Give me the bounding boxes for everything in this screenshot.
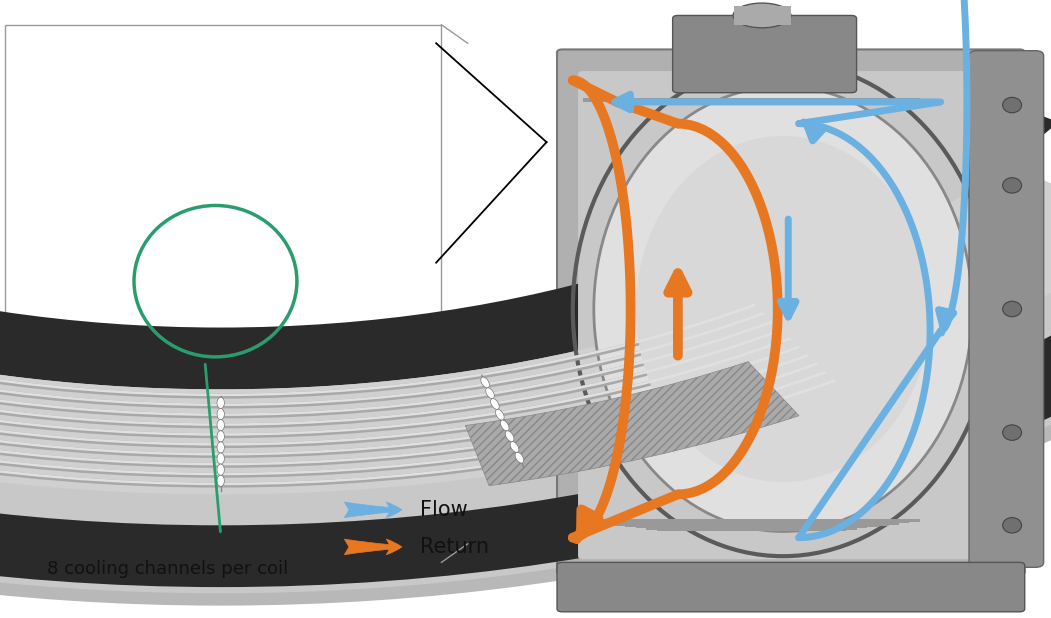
Ellipse shape	[510, 441, 519, 452]
Wedge shape	[0, 363, 821, 468]
FancyBboxPatch shape	[604, 521, 899, 525]
Wedge shape	[0, 363, 819, 465]
Wedge shape	[0, 321, 776, 418]
Ellipse shape	[217, 464, 224, 475]
Ellipse shape	[217, 475, 224, 486]
Ellipse shape	[1003, 302, 1022, 317]
Ellipse shape	[1003, 518, 1022, 533]
FancyBboxPatch shape	[625, 98, 878, 102]
Wedge shape	[0, 304, 758, 399]
Wedge shape	[0, 312, 765, 406]
FancyBboxPatch shape	[646, 526, 857, 530]
Ellipse shape	[1003, 425, 1022, 441]
FancyBboxPatch shape	[636, 98, 867, 102]
Text: 8 cooling channels per coil: 8 cooling channels per coil	[47, 560, 289, 578]
Wedge shape	[0, 371, 827, 475]
FancyBboxPatch shape	[615, 522, 888, 526]
FancyBboxPatch shape	[594, 98, 909, 102]
Ellipse shape	[217, 397, 224, 408]
Wedge shape	[0, 164, 1051, 494]
Ellipse shape	[495, 409, 504, 420]
Ellipse shape	[500, 420, 509, 431]
Wedge shape	[0, 304, 756, 396]
Ellipse shape	[486, 388, 494, 399]
Ellipse shape	[217, 442, 224, 453]
Wedge shape	[0, 321, 774, 416]
Ellipse shape	[506, 431, 514, 442]
Wedge shape	[0, 345, 803, 448]
FancyBboxPatch shape	[646, 98, 857, 102]
Wedge shape	[466, 362, 799, 486]
Ellipse shape	[217, 453, 224, 464]
Ellipse shape	[1003, 178, 1022, 193]
Ellipse shape	[217, 431, 224, 442]
Wedge shape	[0, 196, 1051, 587]
Wedge shape	[0, 329, 783, 426]
FancyBboxPatch shape	[657, 98, 846, 102]
FancyBboxPatch shape	[578, 71, 988, 559]
Wedge shape	[0, 221, 1051, 606]
Ellipse shape	[491, 399, 499, 409]
Bar	[5, 25, 441, 562]
FancyBboxPatch shape	[557, 49, 1025, 575]
Bar	[462, 6, 1051, 612]
Wedge shape	[0, 337, 794, 438]
Ellipse shape	[515, 452, 523, 463]
Wedge shape	[0, 379, 839, 488]
Bar	[734, 6, 791, 25]
Text: Flow: Flow	[420, 500, 468, 520]
FancyBboxPatch shape	[583, 98, 920, 102]
FancyBboxPatch shape	[615, 98, 888, 102]
Wedge shape	[0, 354, 811, 458]
Ellipse shape	[1003, 98, 1022, 113]
Ellipse shape	[594, 87, 972, 531]
Ellipse shape	[217, 408, 224, 420]
FancyBboxPatch shape	[557, 562, 1025, 612]
FancyBboxPatch shape	[625, 523, 878, 527]
FancyBboxPatch shape	[673, 15, 857, 93]
Text: Return: Return	[420, 537, 490, 557]
Ellipse shape	[217, 420, 224, 431]
FancyBboxPatch shape	[969, 51, 1044, 567]
Ellipse shape	[734, 3, 791, 28]
FancyBboxPatch shape	[583, 519, 920, 522]
FancyBboxPatch shape	[657, 527, 846, 531]
Wedge shape	[0, 137, 1051, 593]
Ellipse shape	[480, 377, 490, 388]
Wedge shape	[0, 371, 829, 478]
FancyBboxPatch shape	[604, 98, 899, 102]
Wedge shape	[0, 354, 809, 455]
Wedge shape	[0, 345, 801, 446]
FancyBboxPatch shape	[594, 520, 909, 523]
Wedge shape	[0, 337, 791, 436]
Wedge shape	[0, 88, 1051, 389]
FancyBboxPatch shape	[636, 525, 867, 528]
Wedge shape	[0, 329, 785, 428]
Wedge shape	[0, 379, 837, 485]
Wedge shape	[0, 312, 767, 408]
Ellipse shape	[636, 136, 930, 482]
